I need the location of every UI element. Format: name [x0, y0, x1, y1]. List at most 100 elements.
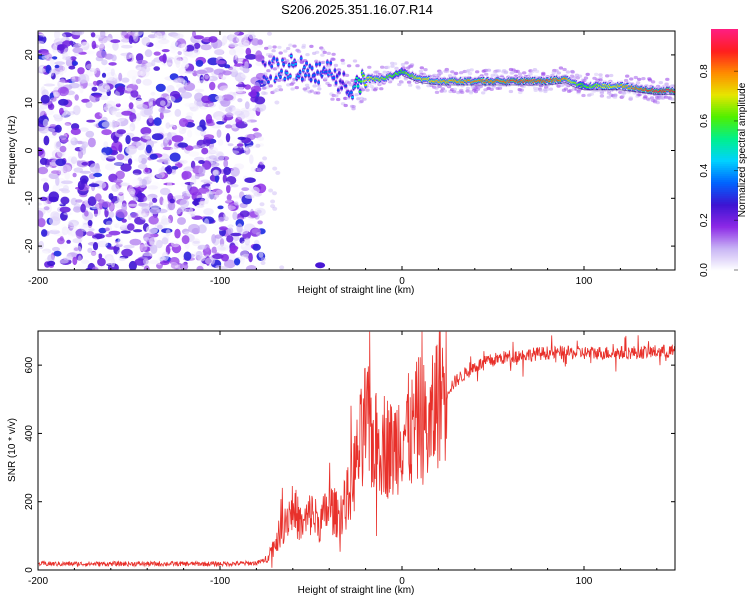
- spectrogram-noise-blob: [90, 250, 97, 256]
- spectrogram-noise-blob: [219, 85, 231, 92]
- spectrogram-signal-cell: [353, 85, 357, 88]
- spectrogram-noise-blob: [147, 172, 153, 179]
- spectrogram-noise-layer: [38, 31, 326, 270]
- colorbar-band: [711, 117, 738, 120]
- spectrogram-signal-cell: [637, 93, 642, 97]
- spectrogram-noise-blob: [38, 210, 44, 220]
- colorbar-band: [711, 65, 738, 68]
- colorbar-band: [711, 265, 738, 269]
- spectrogram-noise-blob: [173, 124, 183, 132]
- spectrogram-signal-cell: [515, 69, 520, 73]
- spectrogram-noise-blob: [279, 265, 285, 270]
- spectrogram-signal-cell: [266, 69, 271, 73]
- spectrogram-noise-blob: [197, 80, 208, 84]
- spectrogram-noise-blob: [226, 224, 234, 229]
- colorbar-band: [711, 167, 738, 171]
- spectrogram-noise-blob: [249, 154, 254, 165]
- spectrogram-noise-blob: [60, 180, 73, 185]
- spectrogram-noise-blob: [116, 220, 127, 230]
- spectrogram-signal-cell: [460, 90, 465, 94]
- spectrogram-noise-blob: [267, 45, 273, 50]
- spectrogram-noise-blob: [181, 56, 188, 64]
- spectrogram-noise-blob: [69, 56, 77, 61]
- spectrogram-noise-blob: [53, 250, 62, 257]
- snr-x-tick-label: -100: [210, 576, 230, 587]
- spectrogram-noise-blob: [100, 31, 106, 38]
- spectrogram-noise-blob: [236, 143, 244, 147]
- spectrogram-noise-blob: [149, 237, 158, 246]
- colorbar-band: [711, 241, 738, 245]
- spectrogram-noise-blob: [161, 264, 169, 270]
- spectrogram-signal-cell: [394, 66, 399, 70]
- spectrogram-noise-blob: [256, 209, 262, 214]
- spectrogram-noise-blob: [223, 199, 233, 203]
- spectrogram-noise-blob: [197, 224, 207, 234]
- spectrogram-signal-cell: [344, 84, 348, 87]
- spectrogram-noise-blob: [145, 144, 152, 154]
- snr-y-axis-label: SNR (10 * v/v): [7, 418, 18, 482]
- spectrogram-noise-blob: [97, 257, 106, 267]
- spectrogram-noise-blob: [227, 227, 234, 235]
- spectrogram-signal-cell: [280, 70, 283, 73]
- spectrogram-signal-cell: [304, 83, 310, 87]
- spectrogram-noise-blob: [91, 40, 97, 50]
- spectrogram-noise-blob: [123, 52, 132, 60]
- spectrogram-signal-cell: [473, 90, 479, 94]
- spectrogram-noise-blob: [42, 118, 49, 128]
- spectrogram-noise-blob: [122, 126, 133, 132]
- colorbar-band: [711, 195, 738, 199]
- spectrogram-signal-cell: [490, 73, 495, 77]
- spectrogram-noise-blob: [187, 104, 196, 108]
- colorbar-band: [711, 35, 738, 38]
- spectrogram-noise-blob: [92, 242, 99, 251]
- spectrogram-noise-blob: [141, 205, 151, 212]
- spectrogram-noise-blob: [38, 147, 44, 157]
- colorbar-band: [711, 139, 738, 142]
- spectrogram-signal-cell: [622, 91, 627, 95]
- spectrogram-noise-blob: [162, 199, 168, 207]
- spectrogram-noise-blob: [43, 83, 56, 87]
- spectrogram-noise-blob: [185, 44, 195, 52]
- spectrogram-signal-cell: [556, 71, 561, 75]
- spectrogram-signal-cell: [362, 97, 367, 101]
- spectrogram-signal-cell: [314, 50, 320, 54]
- spectrogram-signal-cell: [481, 91, 486, 95]
- spectrogram-signal-cell: [468, 90, 474, 94]
- colorbar-band: [711, 73, 738, 76]
- spectrogram-noise-blob: [42, 248, 52, 254]
- spectrogram-signal-cell: [359, 80, 363, 83]
- spectrogram-noise-blob: [181, 235, 190, 245]
- spectrogram-signal-cell: [268, 53, 274, 57]
- spectrogram-noise-blob: [153, 66, 160, 71]
- spectrogram-noise-blob: [223, 159, 229, 168]
- spectrogram-noise-blob: [66, 143, 75, 150]
- colorbar-band: [711, 197, 738, 201]
- colorbar-band: [711, 223, 738, 227]
- spectrogram-noise-blob: [148, 115, 153, 124]
- spectrogram-signal-cell: [263, 63, 267, 66]
- spectrogram-noise-blob: [103, 218, 112, 225]
- spectrogram-noise-blob: [211, 31, 218, 38]
- colorbar-band: [711, 229, 738, 233]
- spectrogram-signal-cell: [548, 87, 554, 91]
- colorbar-band: [711, 67, 738, 70]
- spectrogram-signal-cell: [306, 69, 310, 72]
- spectrogram-noise-blob: [166, 85, 175, 94]
- spectrogram-signal-cell: [264, 46, 269, 50]
- spectrogram-signal-cell: [465, 86, 471, 90]
- spectrogram-noise-blob: [91, 67, 97, 75]
- spectrogram-signal-cell: [285, 59, 290, 63]
- spectrogram-signal-cell: [565, 70, 571, 74]
- spectrogram-signal-cell: [538, 89, 543, 93]
- spectrogram-noise-blob: [173, 47, 178, 57]
- spectrogram-noise-blob: [75, 199, 83, 203]
- spectrogram-noise-blob: [252, 243, 261, 251]
- spectrogram-noise-blob: [225, 176, 237, 185]
- spectrogram-noise-blob: [144, 49, 153, 58]
- spectrogram-noise-blob: [154, 174, 163, 179]
- spectrogram-noise-blob: [121, 248, 133, 257]
- spectrogram-noise-blob: [132, 178, 141, 188]
- spectrogram-noise-blob: [165, 95, 176, 103]
- spectrogram-noise-blob: [63, 47, 71, 58]
